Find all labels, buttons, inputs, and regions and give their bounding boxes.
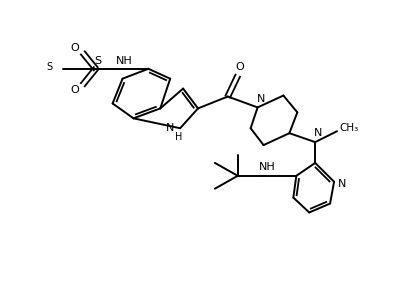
Text: N: N bbox=[256, 94, 265, 103]
Text: N: N bbox=[166, 123, 174, 133]
Text: O: O bbox=[70, 43, 79, 53]
Text: NH: NH bbox=[116, 56, 133, 66]
Text: S: S bbox=[46, 62, 52, 72]
Text: H: H bbox=[176, 132, 183, 142]
Text: O: O bbox=[70, 85, 79, 95]
Text: N: N bbox=[314, 128, 322, 138]
Text: NH: NH bbox=[259, 162, 276, 172]
Text: N: N bbox=[338, 179, 346, 189]
Text: O: O bbox=[235, 62, 244, 72]
Text: CH₃: CH₃ bbox=[339, 123, 358, 133]
Text: S: S bbox=[94, 56, 101, 66]
